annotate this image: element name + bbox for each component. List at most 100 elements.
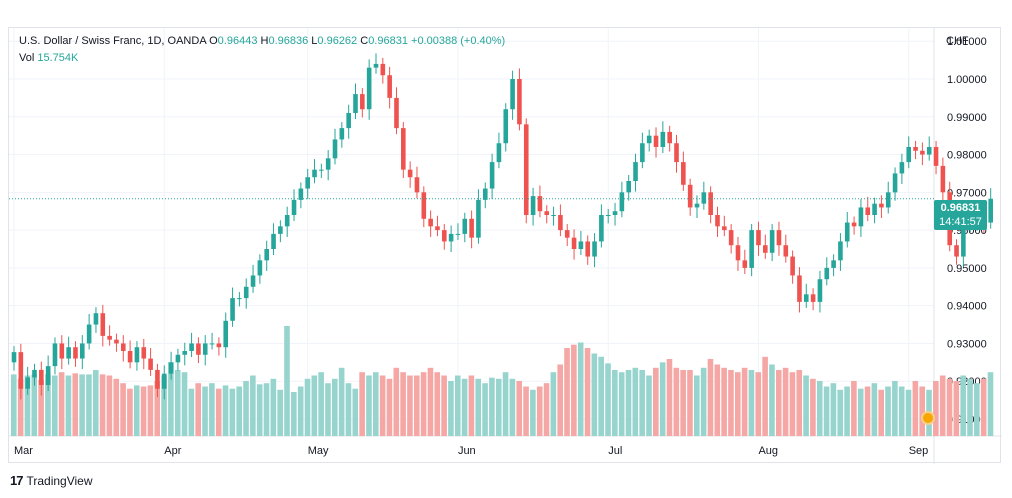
price-chart[interactable]: 1.010001.000000.990000.980000.970000.960… <box>9 28 1002 464</box>
volume-bar <box>161 375 167 436</box>
volume-bar <box>393 367 400 436</box>
volume-bar <box>830 383 837 436</box>
volume-bar <box>140 386 147 436</box>
volume-bar <box>892 381 898 436</box>
candle-body <box>325 158 331 170</box>
volume-bar <box>270 378 277 436</box>
event-marker-icon[interactable] <box>921 411 935 425</box>
candle-body <box>640 143 645 163</box>
candle-body <box>353 94 358 113</box>
candle-body <box>291 199 297 215</box>
close-label: C <box>360 35 369 47</box>
candle-body <box>202 343 208 355</box>
volume-bar <box>38 379 44 436</box>
volume-bar <box>65 375 72 436</box>
candle-body <box>428 218 433 227</box>
candle-body <box>735 245 741 261</box>
candle-body <box>407 169 413 178</box>
volume-bar <box>871 383 878 436</box>
candle-body <box>380 63 386 76</box>
volume-bar <box>195 383 202 436</box>
volume-bar <box>516 381 523 436</box>
volume-bar <box>946 378 953 436</box>
candle-body <box>257 260 263 276</box>
candle-body <box>448 233 454 242</box>
candle-body <box>86 324 92 344</box>
candle-body <box>455 233 461 235</box>
candle-body <box>599 215 604 242</box>
volume-bar <box>953 381 960 436</box>
volume-bar <box>372 372 379 436</box>
volume-bar <box>215 388 222 436</box>
volume-bar <box>571 344 577 436</box>
candle-body <box>476 199 481 238</box>
candle-body <box>243 286 249 299</box>
volume-bar <box>454 375 461 436</box>
candle-body <box>360 94 365 110</box>
volume-bar <box>243 381 249 436</box>
volume-bar <box>448 381 454 436</box>
volume-bar <box>789 372 796 436</box>
x-tick-label: Jul <box>608 445 622 457</box>
candle-body <box>496 143 502 163</box>
candle-body <box>373 63 379 68</box>
volume-bar <box>400 372 406 436</box>
volume-bar <box>92 370 99 436</box>
candle-body <box>73 347 78 359</box>
tradingview-logo-icon: 17 <box>10 473 24 488</box>
candle-body <box>52 343 58 367</box>
x-tick-label: Mar <box>14 445 33 457</box>
candle-body <box>578 241 584 249</box>
candle-body <box>961 226 966 257</box>
candle-body <box>161 373 167 389</box>
open-value: 0.96443 <box>217 35 258 47</box>
candle-body <box>141 347 147 359</box>
volume-bar <box>755 372 762 436</box>
y-tick-label: 0.92000 <box>947 376 987 388</box>
symbol-title[interactable]: U.S. Dollar / Swiss Franc, 1D, OANDA <box>19 35 207 47</box>
volume-bar <box>584 348 591 436</box>
volume-bar <box>741 367 748 436</box>
last-price-value: 0.96831 <box>940 202 981 214</box>
tradingview-brand[interactable]: 17 TradingView <box>10 473 93 488</box>
volume-bar <box>113 378 120 436</box>
volume-bar <box>557 364 563 436</box>
y-tick-label: 0.97000 <box>947 187 987 199</box>
volume-bar <box>58 372 65 436</box>
chart-frame[interactable]: 1.01000 1.00000 0.99000 0.98000 0.97000 0.960… <box>8 27 1002 464</box>
candle-body <box>844 222 850 242</box>
volume-label[interactable]: Vol <box>19 52 35 64</box>
candle-body <box>216 343 222 348</box>
volume-bar <box>24 375 31 436</box>
candle-body <box>633 162 638 181</box>
candle-body <box>278 226 283 234</box>
low-label: L <box>311 35 318 47</box>
volume-bar <box>618 372 625 436</box>
candle-body <box>667 131 672 144</box>
candle-body <box>694 203 700 208</box>
candle-body <box>503 109 509 144</box>
volume-bar <box>598 356 604 436</box>
volume-bar <box>250 375 256 436</box>
currency-label: CHF <box>946 35 969 47</box>
brand-name: TradingView <box>26 473 93 488</box>
candle-body <box>319 169 324 171</box>
volume-bar <box>810 378 816 436</box>
volume-value: 15.754K <box>37 52 79 64</box>
volume-bar <box>748 370 755 436</box>
candle-body <box>271 233 276 249</box>
volume-bar <box>181 372 188 436</box>
volume-bar <box>352 388 359 436</box>
candle-body <box>824 267 830 280</box>
candle-body <box>387 75 392 98</box>
volume-bar <box>441 375 447 436</box>
open-label: O <box>209 35 218 47</box>
candle-body <box>728 230 734 246</box>
volume-bar <box>359 372 365 436</box>
candle-body <box>879 203 884 208</box>
volume-bar <box>509 378 516 436</box>
volume-bar <box>933 381 939 436</box>
high-label: H <box>260 35 269 47</box>
volume-bar <box>898 386 905 436</box>
candle-body <box>858 207 864 227</box>
